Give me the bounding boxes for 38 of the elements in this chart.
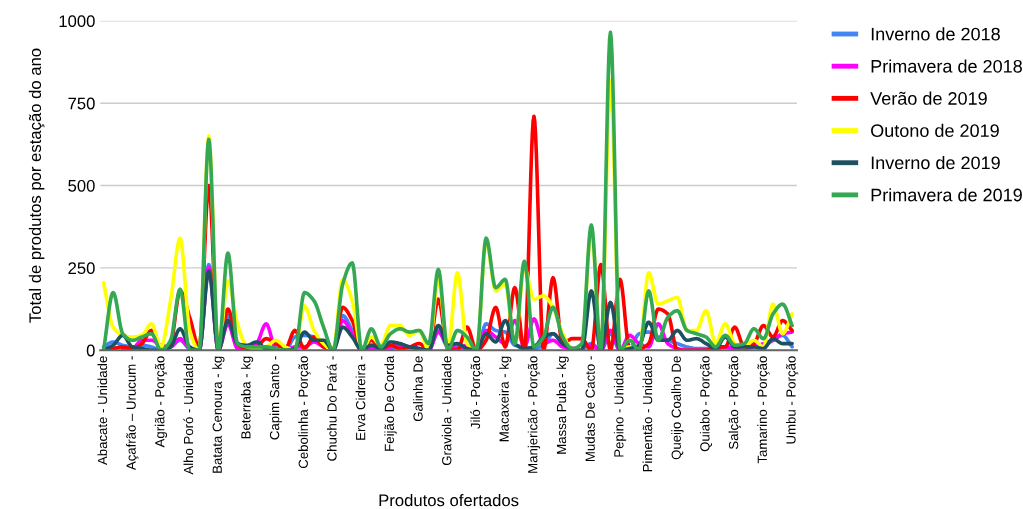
x-tick-label: Alho Poró - Unidade <box>183 356 194 475</box>
x-tick-label: Cebolinha - Porção <box>298 356 311 469</box>
x-tick-label: Macaxeira - kg <box>499 356 512 442</box>
x-tick-label: Umbu - Porção <box>785 356 799 444</box>
x-tick-label: Queijo Coalho De <box>671 356 684 460</box>
y-axis-title: Total de produtos por estação do ano <box>28 48 45 323</box>
y-tick-label: 500 <box>68 179 95 192</box>
x-tick-label: Açafrão – Urucum - <box>126 356 139 471</box>
x-tick-label: Abacate - Unidade <box>97 356 108 466</box>
legend-label: Inverno de 2018 <box>871 27 1000 41</box>
x-tick-label: Capim Santo - <box>269 356 282 440</box>
x-tick-label: Galinha De <box>413 356 423 422</box>
legend-label: Primavera de 2018 <box>871 59 1022 73</box>
legend-label: Outono de 2019 <box>871 123 999 138</box>
x-tick-label: Agrião - Porção <box>154 356 168 448</box>
x-tick-label: Jiló - Porção <box>470 356 483 429</box>
y-tick-label: 1000 <box>59 15 95 28</box>
x-tick-label: Batata Cenoura - kg <box>212 356 225 473</box>
x-tick-label: Feijão De Corda <box>384 355 397 451</box>
x-tick-label: Massa Puba - kg <box>556 356 569 454</box>
legend-label: Verão de 2019 <box>870 91 987 105</box>
y-tick-label: 0 <box>86 344 95 357</box>
x-tick-label: Salção - Porção <box>728 356 741 450</box>
x-tick-label: Manjericão - Porção <box>527 356 541 473</box>
y-tick-label: 250 <box>68 262 95 275</box>
legend-label: Primavera de 2019 <box>871 188 1022 202</box>
x-tick-label: Chuchu Do Pará - <box>326 356 337 461</box>
y-tick-label: 750 <box>68 97 95 110</box>
x-tick-label: Quiabo - Porção <box>699 356 713 452</box>
x-tick-label: Graviola - Unidade <box>441 356 452 466</box>
x-axis-title: Produtos ofertados <box>379 494 519 507</box>
x-tick-label: Pimentão - Unidade <box>642 356 653 472</box>
x-tick-label: Pepino - Unidade <box>613 356 627 457</box>
x-tick-label: Erva Cidreira - <box>355 356 366 440</box>
legend-label: Inverno de 2019 <box>871 155 1000 170</box>
x-tick-label: Beterraba - kg <box>240 356 254 439</box>
x-tick-label: Mudas De Cacto - <box>585 356 595 461</box>
x-tick-label: Tamarino - Porção <box>757 356 770 464</box>
